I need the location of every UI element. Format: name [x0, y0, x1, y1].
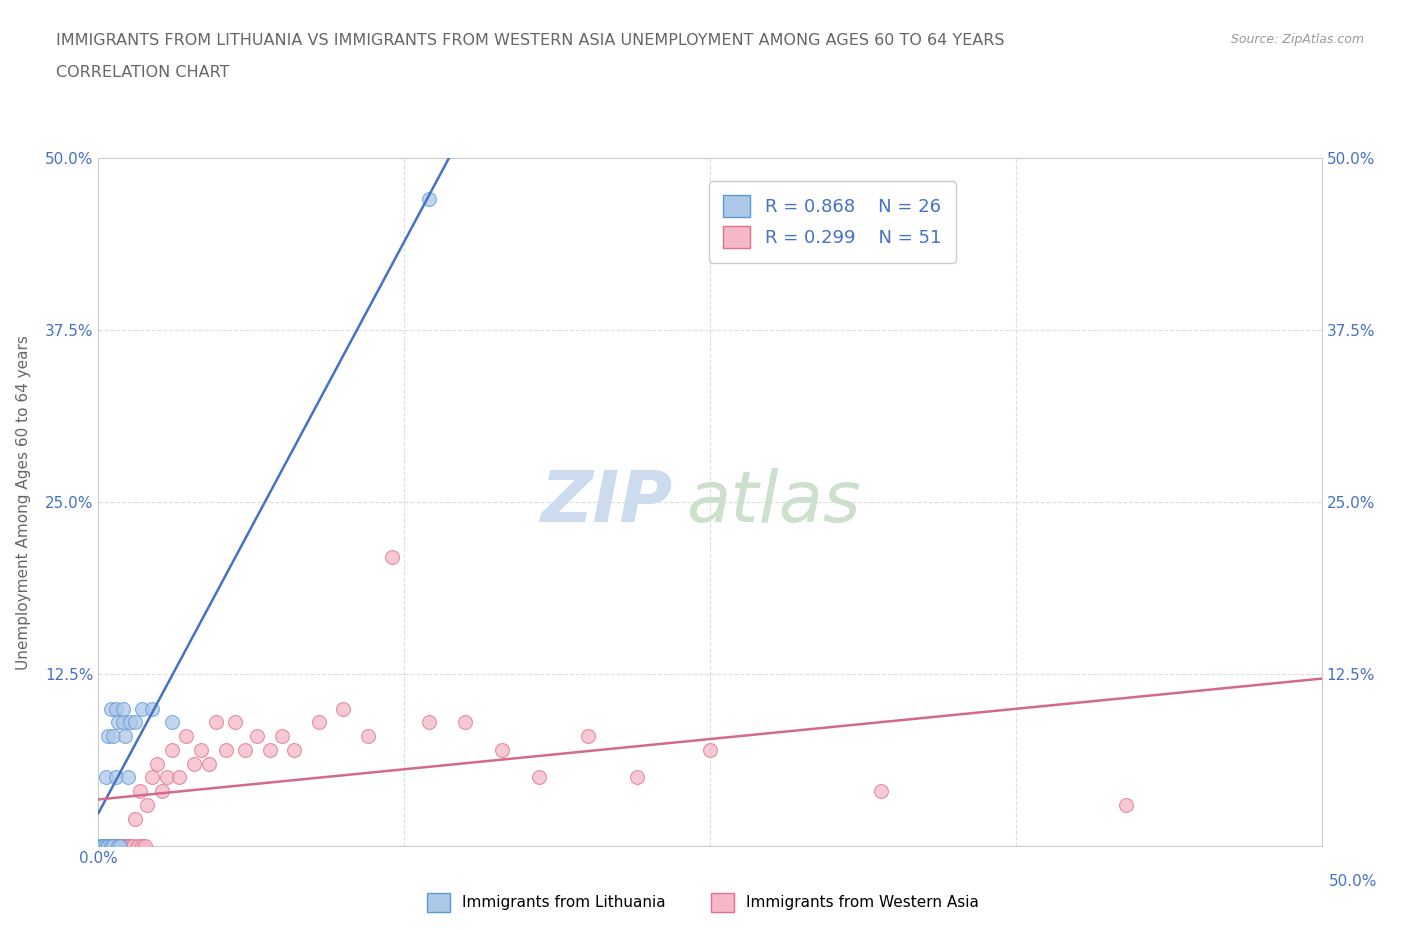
Point [104, 839, 127, 854]
Point [90, 839, 112, 854]
Point [114, 839, 136, 854]
Point [101, 839, 124, 854]
Point [97, 839, 120, 854]
Point [114, 729, 136, 744]
Point [107, 715, 129, 730]
Point [160, 715, 183, 730]
Point [124, 811, 146, 826]
Point [97, 839, 120, 854]
Point [124, 715, 146, 730]
Y-axis label: Unemployment Among Ages 60 to 64 years: Unemployment Among Ages 60 to 64 years [17, 335, 31, 670]
Point [107, 839, 129, 854]
Point [183, 756, 205, 771]
Point [626, 770, 648, 785]
Point [101, 729, 124, 744]
Point [156, 770, 179, 785]
Point [101, 839, 124, 854]
Point [176, 729, 198, 744]
Point [131, 839, 153, 854]
Point [224, 715, 246, 730]
Point [356, 729, 378, 744]
Point [527, 770, 550, 785]
Point [246, 729, 269, 744]
Point [454, 715, 477, 730]
Point [491, 742, 513, 757]
Point [91, 839, 114, 854]
Point [127, 839, 149, 854]
Point [381, 550, 404, 565]
Point [121, 839, 143, 854]
Text: ZIP: ZIP [541, 468, 673, 537]
Point [94, 839, 117, 854]
Point [90, 839, 112, 854]
Point [97, 729, 120, 744]
Point [111, 715, 134, 730]
Point [150, 784, 173, 799]
Point [197, 756, 219, 771]
Point [870, 784, 893, 799]
Point [259, 742, 281, 757]
Point [308, 715, 330, 730]
Point [283, 742, 305, 757]
Point [699, 742, 721, 757]
Point [110, 839, 132, 854]
Point [205, 715, 228, 730]
Point [120, 839, 142, 854]
Point [100, 839, 122, 854]
Point [167, 770, 190, 785]
Point [104, 701, 127, 716]
Point [136, 798, 159, 813]
Text: Source: ZipAtlas.com: Source: ZipAtlas.com [1230, 33, 1364, 46]
Point [418, 715, 440, 730]
Legend: Immigrants from Lithuania, Immigrants from Western Asia: Immigrants from Lithuania, Immigrants fr… [420, 887, 986, 918]
Point [131, 701, 153, 716]
Point [91, 839, 114, 854]
Point [110, 839, 132, 854]
Point [100, 701, 122, 716]
Text: IMMIGRANTS FROM LITHUANIA VS IMMIGRANTS FROM WESTERN ASIA UNEMPLOYMENT AMONG AGE: IMMIGRANTS FROM LITHUANIA VS IMMIGRANTS … [56, 33, 1005, 47]
Point [332, 701, 354, 716]
Point [117, 770, 139, 785]
Point [141, 770, 163, 785]
Point [107, 839, 129, 854]
Point [141, 701, 163, 716]
Point [94, 839, 117, 854]
Text: 50.0%: 50.0% [1329, 874, 1376, 889]
Point [576, 729, 599, 744]
Point [129, 784, 152, 799]
Point [111, 839, 134, 854]
Point [120, 715, 142, 730]
Point [111, 701, 134, 716]
Point [94, 770, 117, 785]
Point [117, 839, 139, 854]
Point [91, 839, 114, 854]
Legend: R = 0.868    N = 26, R = 0.299    N = 51: R = 0.868 N = 26, R = 0.299 N = 51 [709, 181, 956, 263]
Point [160, 742, 183, 757]
Point [104, 770, 127, 785]
Point [214, 742, 236, 757]
Text: atlas: atlas [686, 468, 860, 537]
Point [270, 729, 294, 744]
Point [418, 192, 440, 206]
Point [100, 839, 122, 854]
Point [146, 756, 169, 771]
Text: CORRELATION CHART: CORRELATION CHART [56, 65, 229, 80]
Point [134, 839, 156, 854]
Point [233, 742, 256, 757]
Point [1115, 798, 1137, 813]
Point [190, 742, 212, 757]
